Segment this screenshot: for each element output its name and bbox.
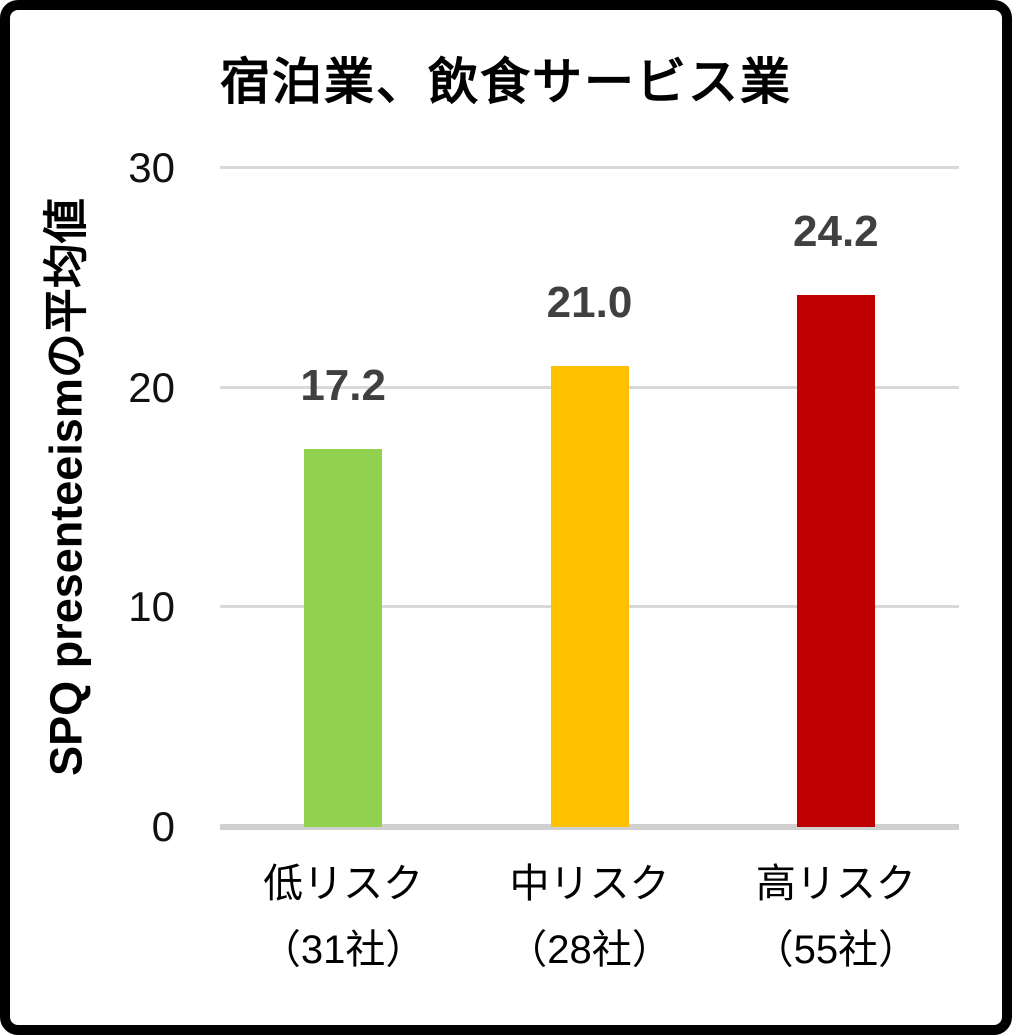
x-category-label-0: 低リスク [263,862,424,906]
bar-2 [796,295,875,827]
bar-1 [550,365,629,827]
chart-title: 宿泊業、飲食サービス業 [220,54,792,110]
y-tick-label-0: 0 [151,803,175,850]
bar-0 [304,449,383,827]
x-category-label-2: 高リスク [755,862,916,906]
bar-value-label-0: 17.2 [300,361,386,411]
x-category-sublabel-0: （31社） [260,928,426,972]
y-tick-label-30: 30 [128,144,175,191]
bar-value-label-2: 24.2 [793,207,879,257]
bar-value-label-1: 21.0 [546,277,633,327]
gridline-30 [220,166,959,169]
x-category-sublabel-1: （28社） [507,928,672,972]
x-axis-line [220,824,959,830]
x-category-label-1: 中リスク [509,862,670,906]
y-tick-label-10: 10 [128,583,175,631]
y-tick-label-20: 20 [128,363,175,411]
y-axis-title: SPQ presenteeismの平均値 [40,198,92,776]
x-category-sublabel-2: （55社） [753,928,919,972]
